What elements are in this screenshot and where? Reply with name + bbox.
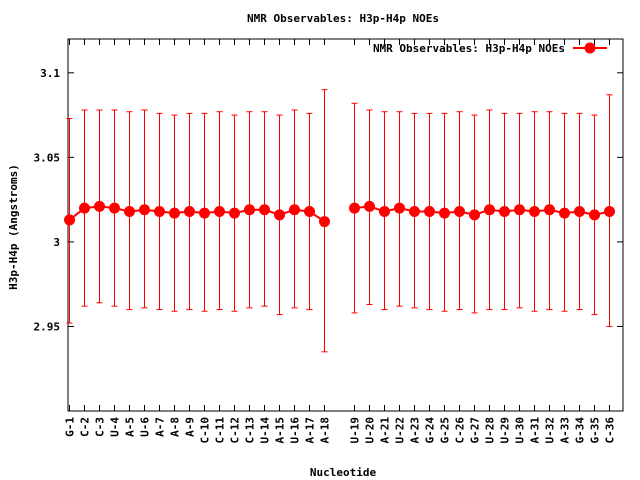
data-point — [64, 214, 75, 226]
data-point — [274, 209, 285, 221]
x-tick-label: A-18 — [319, 417, 332, 444]
data-point — [604, 205, 615, 217]
data-point — [109, 202, 120, 214]
x-tick-label: U-22 — [394, 417, 407, 444]
x-tick-label: G-25 — [439, 417, 452, 444]
x-tick-label: A-7 — [154, 417, 167, 437]
y-tick-label: 3 — [53, 236, 60, 249]
x-axis-label: Nucleotide — [310, 466, 377, 479]
x-tick-label: A-23 — [409, 417, 422, 444]
x-tick-label: G-24 — [424, 417, 437, 444]
data-point — [124, 205, 135, 217]
x-tick-label: G-27 — [469, 417, 482, 444]
legend-marker — [584, 42, 596, 54]
data-point — [259, 204, 270, 216]
x-tick-label: A-8 — [169, 417, 182, 437]
data-point — [289, 204, 300, 216]
data-point — [409, 205, 420, 217]
data-point — [454, 205, 465, 217]
legend-label: NMR Observables: H3p-H4p NOEs — [373, 42, 565, 55]
x-tick-label: A-9 — [184, 417, 197, 437]
data-point — [544, 204, 555, 216]
x-tick-label: G-1 — [64, 417, 77, 437]
x-tick-label: A-33 — [559, 417, 572, 444]
data-point — [379, 205, 390, 217]
data-point — [574, 205, 585, 217]
x-tick-label: U-16 — [289, 417, 302, 444]
x-tick-label: A-5 — [124, 417, 137, 437]
x-tick-label: U-28 — [484, 417, 497, 444]
x-tick-label: C-12 — [229, 417, 242, 444]
y-tick-label: 3.05 — [34, 151, 61, 164]
legend: NMR Observables: H3p-H4p NOEs — [373, 42, 607, 55]
data-point — [214, 205, 225, 217]
data-point — [589, 209, 600, 221]
data-point — [94, 200, 105, 212]
x-tick-label: U-4 — [109, 417, 122, 437]
data-point — [139, 204, 150, 216]
x-tick-label: C-3 — [94, 417, 107, 437]
data-point — [469, 209, 480, 221]
data-point — [439, 207, 450, 219]
data-point — [169, 207, 180, 219]
data-point — [79, 202, 90, 214]
x-tick-label: U-30 — [514, 417, 527, 444]
x-tick-label: U-20 — [364, 417, 377, 444]
x-tick-label: A-31 — [529, 417, 542, 444]
chart-title: NMR Observables: H3p-H4p NOEs — [247, 12, 439, 25]
x-tick-label: C-36 — [604, 417, 617, 444]
x-tick-label: G-34 — [574, 417, 587, 444]
x-tick-label: G-35 — [589, 417, 602, 444]
y-axis-label: H3p-H4p (Angstroms) — [7, 164, 20, 290]
data-point — [349, 202, 360, 214]
data-point — [364, 200, 375, 212]
data-point — [424, 205, 435, 217]
data-point — [304, 205, 315, 217]
x-tick-label: C-10 — [199, 417, 212, 444]
data-point — [499, 205, 510, 217]
series-line — [68, 205, 326, 223]
x-tick-label: A-17 — [304, 417, 317, 444]
y-tick-label: 2.95 — [34, 320, 61, 333]
x-tick-label: C-2 — [79, 417, 92, 437]
data-point — [484, 204, 495, 216]
x-tick-label: A-15 — [274, 417, 287, 444]
y-tick-label: 3.1 — [40, 67, 60, 80]
data-point — [244, 204, 255, 216]
series-line — [354, 205, 610, 216]
x-tick-label: U-14 — [259, 417, 272, 444]
data-point — [514, 204, 525, 216]
data-point — [529, 205, 540, 217]
data-point — [229, 207, 240, 219]
data-point — [184, 205, 195, 217]
data-point — [319, 216, 330, 228]
x-tick-label: U-6 — [139, 417, 152, 437]
data-point — [199, 207, 210, 219]
data-point — [559, 207, 570, 219]
data-point — [154, 205, 165, 217]
x-tick-label: C-13 — [244, 417, 257, 444]
data-point — [394, 202, 405, 214]
x-tick-label: U-19 — [349, 417, 362, 444]
x-tick-label: U-32 — [544, 417, 557, 444]
plot-frame — [67, 38, 624, 412]
x-tick-label: C-26 — [454, 417, 467, 444]
x-tick-label: C-11 — [214, 417, 227, 444]
x-tick-label: U-29 — [499, 417, 512, 444]
x-tick-label: A-21 — [379, 417, 392, 444]
